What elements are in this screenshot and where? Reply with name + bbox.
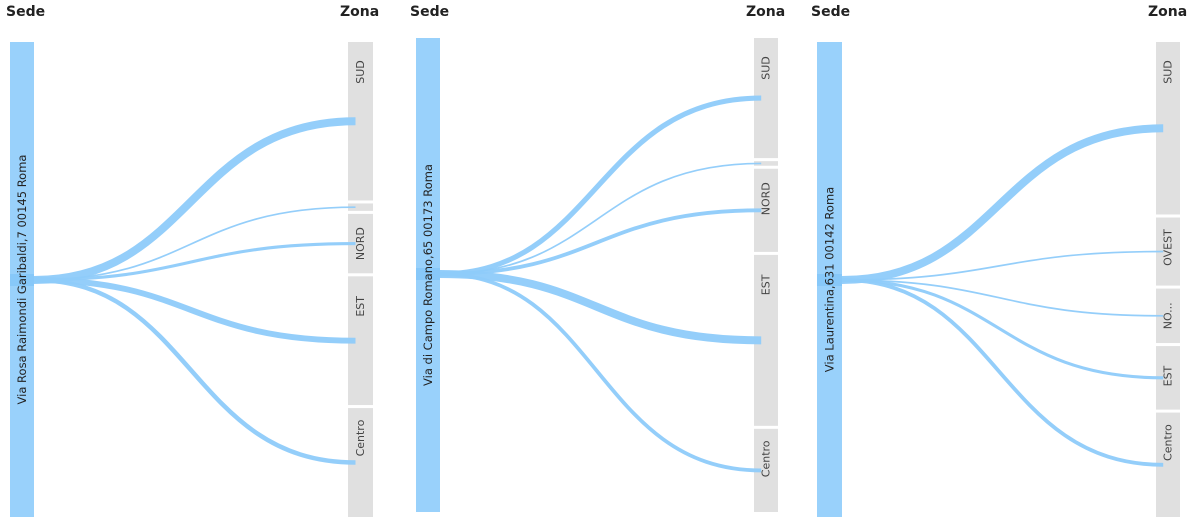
sankey-panel-3: Sede Zona Via Laurentina,631 00142 Roma S… (804, 0, 1187, 517)
sankey-link[interactable] (439, 208, 762, 276)
source-link-anchor (416, 268, 440, 280)
sankey-link[interactable] (33, 277, 356, 465)
source-link-anchor (817, 274, 842, 286)
target-node[interactable] (348, 203, 373, 211)
sankey-link[interactable] (33, 117, 356, 284)
source-header: Sede (6, 4, 46, 20)
target-label: Centro (760, 440, 773, 477)
target-header: Zona (1148, 4, 1187, 20)
sankey-svg-3: Via Laurentina,631 00142 Roma SUD OVEST NO.… (817, 42, 1180, 517)
target-label: NO... (1162, 302, 1175, 329)
target-label: NORD (760, 182, 773, 215)
sankey-link[interactable] (33, 206, 356, 281)
target-header: Zona (340, 4, 380, 20)
sankey-link[interactable] (33, 277, 356, 344)
sankey-link[interactable] (841, 278, 1164, 380)
source-header: Sede (811, 4, 851, 20)
target-label: Centro (1162, 424, 1175, 461)
target-label: SUD (1162, 60, 1175, 84)
source-header: Sede (410, 4, 450, 20)
target-label: NORD (354, 227, 367, 260)
sankey-panel-2: Sede Zona Via di Campo Romano,65 00173 R… (402, 0, 797, 517)
sankey-link[interactable] (439, 95, 762, 277)
source-link-anchor (10, 274, 34, 286)
sankey-link[interactable] (841, 279, 1164, 317)
target-label: EST (760, 274, 773, 295)
sankey-svg-2: Via di Campo Romano,65 00173 Roma SUD NORD… (416, 38, 778, 512)
target-label: Centro (354, 419, 367, 456)
sankey-link[interactable] (439, 270, 762, 345)
sankey-svg-1: Via Rosa Raimondi Garibaldi,7 00145 Roma… (10, 42, 373, 517)
sankey-link[interactable] (439, 272, 762, 473)
sankey-link[interactable] (841, 124, 1164, 284)
target-label: SUD (354, 60, 367, 84)
sankey-link[interactable] (841, 278, 1164, 467)
target-label: EST (1162, 365, 1175, 386)
sankey-panel-1: Sede Zona Via Rosa Raimondi Garibaldi,7 … (0, 0, 395, 517)
target-label: EST (354, 296, 367, 317)
sankey-link[interactable] (841, 250, 1164, 281)
sankey-link[interactable] (439, 162, 762, 275)
source-label: Via Laurentina,631 00142 Roma (823, 187, 837, 372)
target-header: Zona (746, 4, 786, 20)
source-label: Via di Campo Romano,65 00173 Roma (421, 164, 435, 386)
target-node[interactable] (754, 161, 778, 166)
target-label: SUD (760, 56, 773, 80)
target-label: OVEST (1162, 229, 1175, 266)
sankey-link[interactable] (33, 242, 356, 282)
source-label: Via Rosa Raimondi Garibaldi,7 00145 Roma (15, 155, 29, 405)
